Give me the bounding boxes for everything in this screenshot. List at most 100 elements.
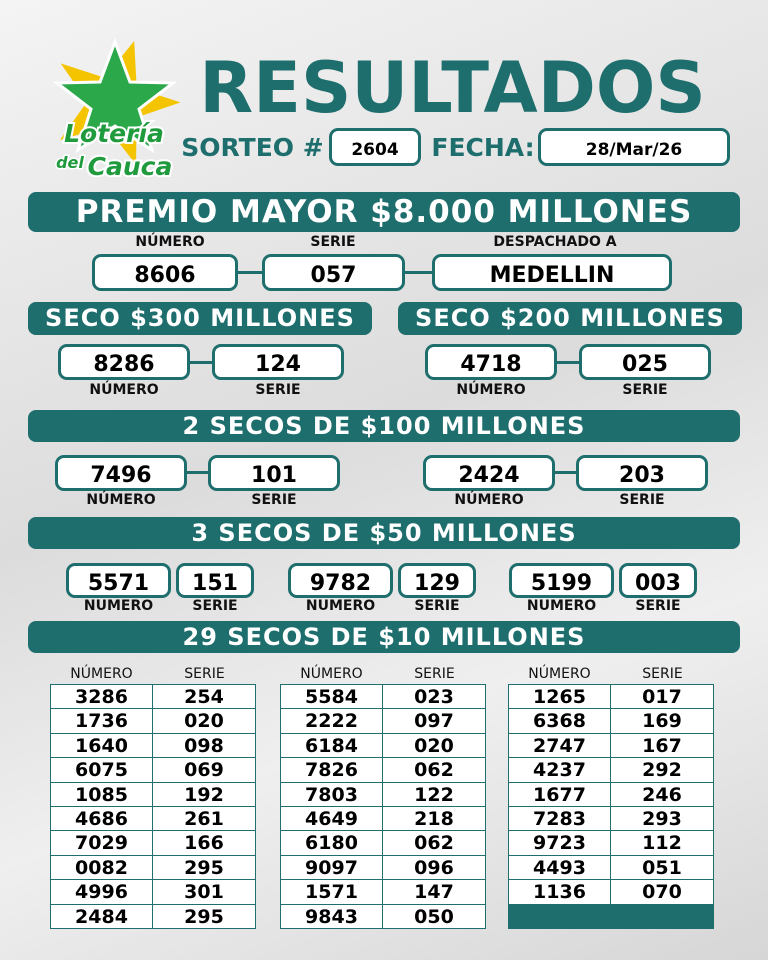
- number-box: 7496: [55, 455, 187, 491]
- table-cell: 1265: [508, 684, 611, 710]
- table-cell: 051: [610, 854, 714, 881]
- label: NÚMERO: [89, 382, 159, 398]
- table-cell: 166: [152, 830, 256, 856]
- number-box: 2424: [423, 455, 555, 491]
- fecha-value: 28/Mar/26: [538, 128, 730, 166]
- table-cell: 017: [610, 684, 714, 710]
- table-cell: 295: [152, 854, 256, 881]
- connector: [190, 361, 212, 364]
- table-cell: 097: [382, 708, 486, 734]
- label: SERIE: [619, 492, 665, 508]
- table-cell: 1736: [50, 708, 153, 734]
- table-cell: 169: [610, 708, 714, 734]
- table-cell: 293: [610, 806, 714, 832]
- table-cell: 7826: [280, 757, 383, 783]
- connector: [405, 271, 432, 274]
- table-cell: 254: [152, 684, 256, 710]
- table-cell: 020: [152, 708, 256, 734]
- table-cell: 6075: [50, 757, 153, 783]
- table-cell: 062: [382, 757, 486, 783]
- table-cell: 2222: [280, 708, 383, 734]
- connector: [555, 471, 576, 474]
- banner: 29 SECOS DE $10 MILLONES: [28, 621, 740, 653]
- label: SERIE: [642, 666, 683, 682]
- sorteo-value: 2604: [329, 128, 421, 166]
- table-cell: 096: [382, 854, 486, 881]
- number-box: 8606: [92, 254, 238, 291]
- logo: Lotería del Cauca: [52, 37, 181, 183]
- number-box: 4718: [425, 344, 557, 380]
- label: NÚMERO: [135, 234, 205, 250]
- table-cell: 6180: [280, 830, 383, 856]
- number-box: 5571: [66, 563, 171, 598]
- table-cell: 9097: [280, 854, 383, 881]
- number-box: 5199: [509, 563, 614, 598]
- label: NUMERO: [526, 598, 597, 614]
- table-cell: 192: [152, 781, 256, 807]
- number-box: 025: [579, 344, 711, 380]
- table-cell: 023: [382, 684, 486, 710]
- table-fill: [508, 903, 714, 929]
- label: SERIE: [414, 598, 460, 614]
- label: NÚMERO: [300, 666, 363, 682]
- label: SERIE: [310, 234, 356, 250]
- number-box: 101: [208, 455, 340, 491]
- table-cell: 4996: [50, 879, 153, 905]
- table-cell: 4493: [508, 854, 611, 881]
- label: NÚMERO: [456, 382, 526, 398]
- label: SERIE: [251, 492, 297, 508]
- table-cell: 070: [610, 879, 714, 905]
- label: DESPACHADO A: [493, 234, 617, 250]
- number-box: 003: [619, 563, 697, 598]
- logo-line1: Lotería: [64, 119, 164, 148]
- table-cell: 9843: [280, 903, 383, 929]
- table-cell: 050: [382, 903, 486, 929]
- table-cell: 1677: [508, 781, 611, 807]
- table-cell: 0082: [50, 854, 153, 881]
- label: NUMERO: [305, 598, 376, 614]
- number-box: 8286: [58, 344, 190, 380]
- sorteo-label: SORTEO #: [181, 133, 324, 162]
- table-cell: 2747: [508, 732, 611, 759]
- table-cell: 4686: [50, 806, 153, 832]
- table-cell: 122: [382, 781, 486, 807]
- label: SERIE: [255, 382, 301, 398]
- label: NÚMERO: [86, 492, 156, 508]
- label: SERIE: [414, 666, 455, 682]
- table-cell: 301: [152, 879, 256, 905]
- table-cell: 167: [610, 732, 714, 759]
- banner: SECO $300 MILLONES: [28, 302, 372, 335]
- table-cell: 069: [152, 757, 256, 783]
- connector: [557, 361, 579, 364]
- logo-line3: Cauca: [88, 152, 173, 181]
- table-cell: 3286: [50, 684, 153, 710]
- label: NÚMERO: [528, 666, 591, 682]
- table-cell: 1085: [50, 781, 153, 807]
- label: SERIE: [622, 382, 668, 398]
- connector: [238, 271, 262, 274]
- number-box: 203: [576, 455, 708, 491]
- table-cell: 246: [610, 781, 714, 807]
- connector: [187, 471, 208, 474]
- table-cell: 295: [152, 903, 256, 929]
- table-cell: 020: [382, 732, 486, 759]
- label: NUMERO: [83, 598, 154, 614]
- table-cell: 6184: [280, 732, 383, 759]
- label: SERIE: [635, 598, 681, 614]
- table-cell: 1640: [50, 732, 153, 759]
- number-box: 124: [212, 344, 344, 380]
- label: NÚMERO: [70, 666, 133, 682]
- table-cell: 5584: [280, 684, 383, 710]
- label: SERIE: [184, 666, 225, 682]
- number-box: 057: [262, 254, 405, 291]
- label: SERIE: [192, 598, 238, 614]
- table-cell: 062: [382, 830, 486, 856]
- table-cell: 098: [152, 732, 256, 759]
- banner: 2 SECOS DE $100 MILLONES: [28, 410, 740, 442]
- table-cell: 1136: [508, 879, 611, 905]
- number-box: 151: [176, 563, 254, 598]
- table-cell: 1571: [280, 879, 383, 905]
- number-box: 9782: [288, 563, 393, 598]
- label: NÚMERO: [454, 492, 524, 508]
